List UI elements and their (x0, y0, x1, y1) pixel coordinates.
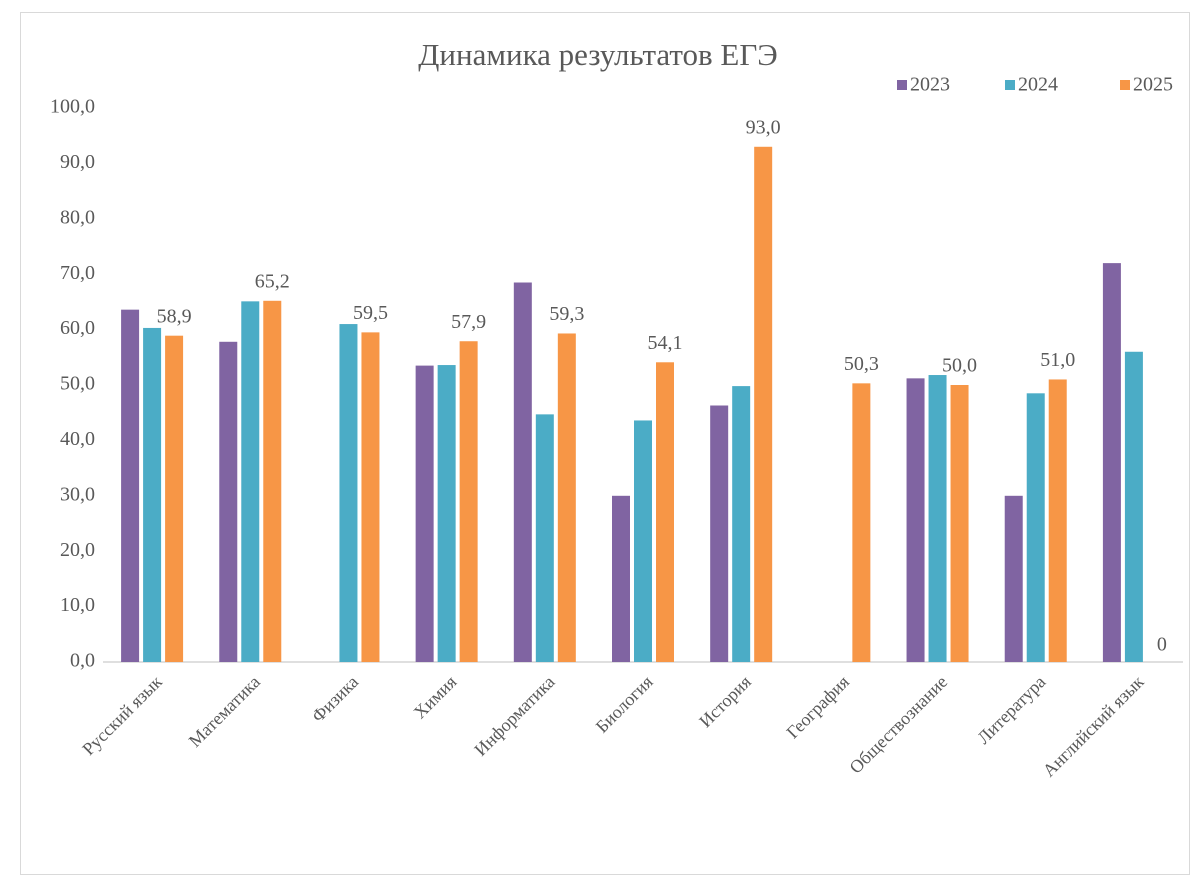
y-tick-label: 70,0 (60, 262, 95, 284)
bar (1004, 495, 1023, 662)
bar (754, 146, 773, 662)
data-label: 50,3 (844, 353, 879, 375)
bar (459, 341, 478, 662)
bar (612, 495, 630, 662)
data-label: 59,3 (549, 303, 584, 325)
bar (1102, 263, 1121, 662)
bar (906, 378, 925, 662)
bar (656, 362, 674, 662)
legend-label: 2025 (1133, 74, 1173, 96)
bar (361, 332, 380, 662)
y-tick-label: 60,0 (60, 317, 95, 339)
bar (557, 333, 576, 662)
data-label: 50,0 (942, 355, 977, 377)
data-label: 51,0 (1040, 349, 1075, 371)
chart-border (20, 12, 1190, 875)
y-tick-label: 30,0 (60, 483, 95, 505)
data-label: 93,0 (746, 116, 781, 138)
data-label: 59,5 (353, 302, 388, 324)
data-label: 57,9 (451, 311, 486, 333)
data-label: 54,1 (648, 332, 683, 354)
chart-title: Динамика результатов ЕГЭ (418, 37, 777, 72)
bar (928, 375, 947, 662)
bar (1124, 351, 1143, 662)
legend-swatch (1120, 80, 1130, 90)
bar (219, 341, 238, 662)
y-tick-label: 80,0 (60, 206, 95, 228)
legend-label: 2024 (1018, 74, 1058, 96)
bar (339, 324, 358, 662)
legend-swatch (1005, 80, 1015, 90)
data-label: 58,9 (157, 305, 192, 327)
bar (535, 414, 554, 662)
y-tick-label: 0,0 (70, 650, 95, 672)
bar (415, 365, 434, 662)
data-label: 65,2 (255, 270, 290, 292)
y-tick-label: 50,0 (60, 373, 95, 395)
legend-swatch (897, 80, 907, 90)
y-tick-label: 20,0 (60, 539, 95, 561)
bar (165, 335, 184, 662)
bar (1048, 379, 1067, 662)
y-tick-label: 100,0 (50, 96, 95, 118)
bar (710, 405, 729, 662)
bar (732, 386, 751, 662)
data-label: 0 (1157, 634, 1167, 656)
legend-label: 2023 (910, 74, 950, 96)
bar (852, 383, 871, 662)
bar (143, 327, 162, 662)
bar (1026, 393, 1045, 662)
bar (513, 282, 532, 662)
bar (121, 309, 140, 662)
bar (241, 301, 260, 662)
bar (950, 385, 969, 662)
y-tick-label: 90,0 (60, 151, 95, 173)
y-tick-label: 10,0 (60, 594, 95, 616)
bar (634, 420, 652, 662)
bar (437, 365, 456, 662)
y-tick-label: 40,0 (60, 428, 95, 450)
bar (263, 300, 282, 662)
